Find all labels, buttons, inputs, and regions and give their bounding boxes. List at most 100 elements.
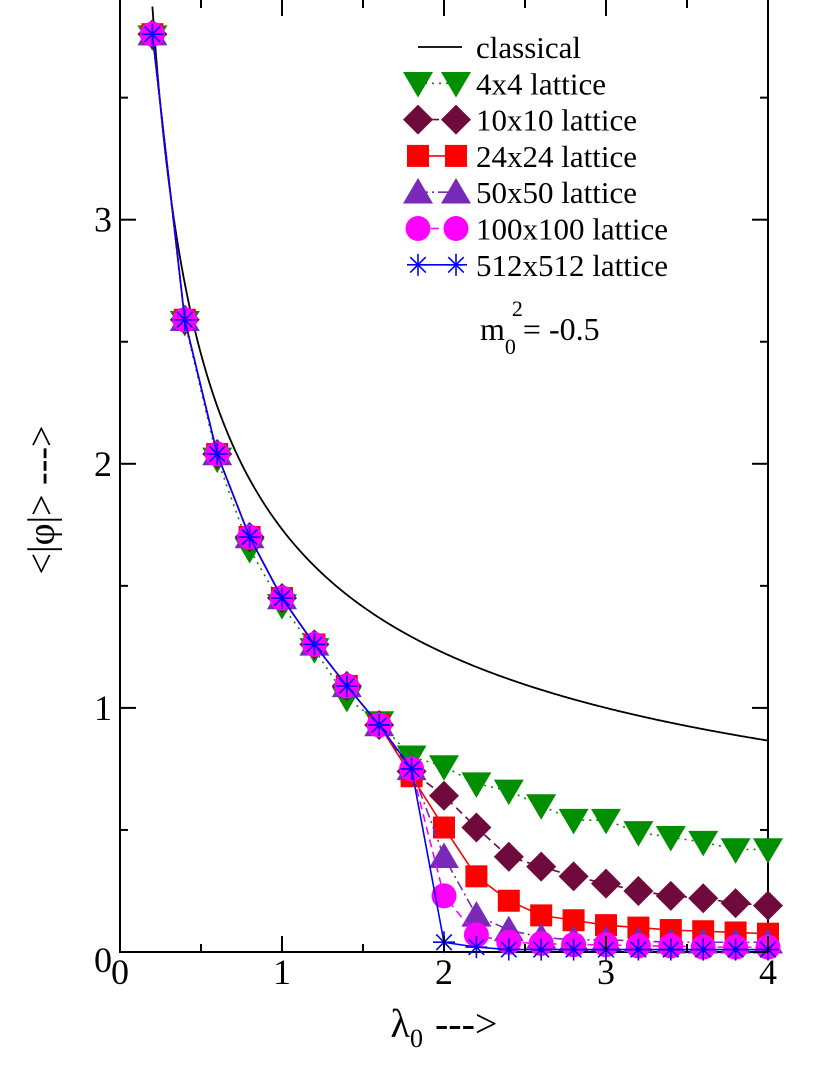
- data-point: [461, 772, 492, 798]
- series-512x512-lattice: [141, 23, 779, 961]
- star-stroke: [500, 941, 518, 958]
- x-tick-label: 4: [759, 952, 777, 992]
- data-point: [688, 830, 719, 857]
- data-point: [465, 865, 488, 888]
- data-point: [562, 909, 585, 932]
- star-stroke: [403, 760, 420, 778]
- data-point: [724, 938, 747, 961]
- data-point: [591, 868, 621, 899]
- data-point: [526, 851, 557, 882]
- data-point: [429, 780, 459, 811]
- star-stroke: [144, 25, 161, 43]
- star-stroke: [273, 589, 291, 607]
- y-tick-label: 1: [94, 688, 112, 728]
- data-point: [400, 757, 423, 780]
- star-stroke: [409, 256, 427, 274]
- data-point: [623, 875, 654, 906]
- data-point: [562, 938, 585, 961]
- star-stroke: [662, 941, 680, 958]
- x-tick-label: 0: [111, 952, 129, 992]
- data-point: [530, 904, 553, 927]
- series-line: [151, 34, 769, 935]
- data-point: [493, 779, 524, 806]
- data-point: [526, 794, 557, 820]
- y-tick-label: 2: [94, 444, 112, 484]
- star-stroke: [241, 528, 258, 546]
- data-point: [493, 841, 524, 872]
- legend-marker: [441, 177, 471, 204]
- data-point: [141, 23, 164, 46]
- legend-marker: [443, 216, 469, 241]
- legend-label-classical: classical: [476, 30, 581, 65]
- series-line: [151, 34, 768, 944]
- x-tick-label: 2: [435, 952, 453, 992]
- data-point: [720, 888, 751, 919]
- data-point: [173, 308, 196, 331]
- data-point: [238, 526, 261, 549]
- data-point: [497, 889, 520, 912]
- legend-marker: [445, 253, 467, 276]
- data-point: [465, 936, 488, 959]
- legend-label: 24x24 lattice: [476, 139, 637, 174]
- legend-marker: [407, 253, 429, 276]
- legend-marker: [445, 144, 467, 167]
- data-point: [753, 838, 783, 864]
- data-point: [429, 755, 459, 781]
- star-stroke: [338, 677, 356, 695]
- y-tick-label: 0: [94, 940, 112, 980]
- data-point: [497, 938, 520, 961]
- star-stroke: [208, 445, 226, 463]
- data-point: [431, 883, 457, 909]
- data-point: [627, 938, 650, 961]
- classical-curve: [151, 6, 769, 742]
- data-point: [688, 883, 719, 914]
- data-point: [595, 914, 617, 937]
- data-point: [558, 861, 589, 892]
- legend-marker: [405, 216, 431, 241]
- star-stroke: [727, 941, 744, 958]
- data-point: [558, 808, 589, 835]
- data-point: [623, 821, 654, 847]
- data-point: [206, 443, 229, 466]
- star-stroke: [694, 941, 712, 958]
- data-point: [720, 838, 751, 864]
- x-axis-label: λ0 --->: [391, 1001, 498, 1053]
- data-point: [461, 812, 492, 843]
- legend-marker: [403, 104, 433, 135]
- star-stroke: [565, 941, 582, 958]
- data-point: [271, 587, 293, 610]
- legend-marker: [441, 104, 471, 135]
- legend-label: 4x4 lattice: [476, 66, 606, 101]
- x-tick-label: 1: [273, 952, 291, 992]
- series-line: [151, 34, 768, 948]
- legend-label: 10x10 lattice: [476, 103, 637, 138]
- data-point: [303, 633, 326, 656]
- data-point: [368, 713, 391, 736]
- data-point: [433, 816, 455, 839]
- legend-label: 50x50 lattice: [476, 175, 637, 210]
- data-point: [655, 880, 686, 911]
- data-point: [655, 826, 686, 852]
- legend-label: 100x100 lattice: [476, 212, 668, 247]
- data-point: [659, 938, 682, 961]
- star-stroke: [468, 938, 485, 956]
- x-tick-label: 3: [597, 952, 615, 992]
- data-point: [591, 808, 621, 835]
- y-axis-label: <|φ|> --->: [21, 426, 63, 575]
- data-point: [429, 842, 459, 869]
- data-point: [530, 938, 553, 961]
- data-point: [753, 890, 783, 921]
- data-point: [461, 901, 492, 927]
- star-stroke: [630, 941, 647, 958]
- star-stroke: [370, 716, 388, 734]
- legend-marker: [407, 144, 429, 167]
- data-point: [692, 938, 715, 961]
- star-stroke: [532, 941, 550, 958]
- legend-marker: [403, 177, 433, 204]
- data-point: [335, 674, 358, 697]
- star-stroke: [306, 636, 323, 653]
- star-stroke: [447, 256, 465, 274]
- star-stroke: [176, 311, 194, 329]
- legend-label: 512x512 lattice: [476, 248, 668, 283]
